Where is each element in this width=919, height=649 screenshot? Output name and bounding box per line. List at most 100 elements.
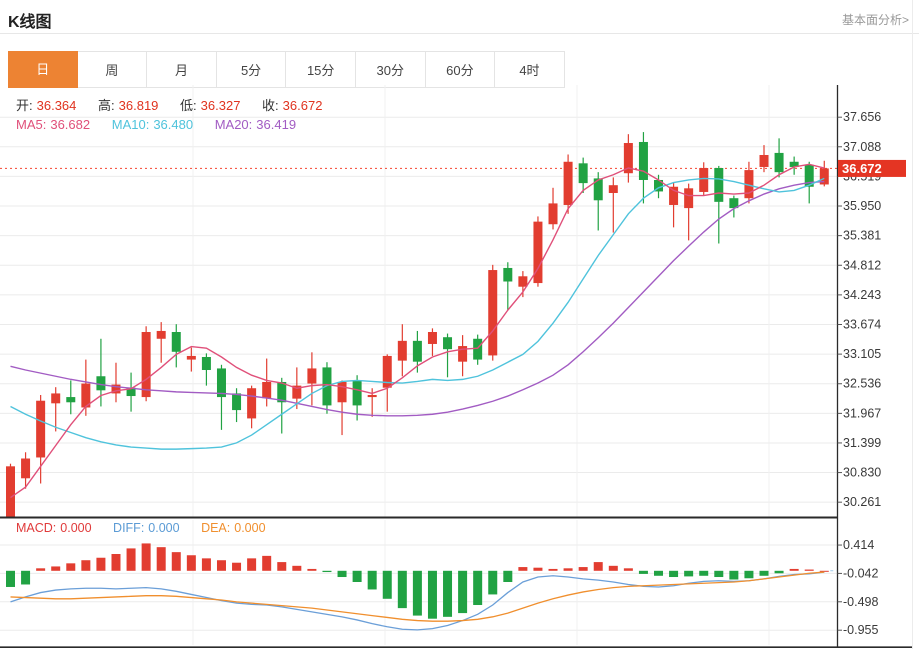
dea-label: DEA:	[201, 521, 231, 535]
fundamental-analysis-link[interactable]: 基本面分析>	[841, 13, 909, 27]
candle-body	[789, 161, 799, 167]
candle-body	[473, 338, 483, 360]
tick-label: 32.536	[843, 377, 881, 391]
tab-周[interactable]: 周	[77, 51, 148, 88]
tab-60分[interactable]: 60分	[425, 51, 496, 88]
candle-body	[488, 270, 498, 356]
macd-bar	[382, 570, 392, 599]
diff-value: 0.000	[148, 521, 180, 535]
candle-body	[729, 198, 739, 209]
macd-bar	[774, 570, 784, 574]
macd-bar	[578, 567, 588, 571]
candle-body	[51, 393, 61, 404]
candle-body	[714, 168, 724, 202]
macd-bar	[171, 552, 181, 571]
macd-bar	[232, 562, 242, 571]
tick-label: 33.105	[843, 347, 881, 361]
tab-30分[interactable]: 30分	[355, 51, 426, 88]
macd-bar	[669, 570, 679, 578]
candle-body	[744, 170, 754, 199]
candle-body	[6, 466, 15, 517]
candle-body	[819, 168, 829, 185]
macd-bar	[126, 548, 136, 571]
ma10-value: 36.480	[153, 117, 194, 132]
macd-value: 0.000	[60, 521, 92, 535]
macd-bar	[714, 570, 724, 578]
macd-bar	[352, 570, 362, 582]
macd-bar	[66, 563, 76, 571]
candle-body	[759, 154, 769, 167]
tick-label: 37.656	[843, 110, 881, 124]
low-value: 36.327	[200, 98, 241, 113]
candle-body	[397, 340, 407, 361]
ma20-line	[10, 180, 825, 417]
open-label: 开:	[16, 98, 33, 113]
macd-bar	[804, 569, 814, 571]
ma5-line	[10, 163, 825, 499]
macd-info-row: MACD: 0.000 DIFF: 0.000 DEA: 0.000	[16, 521, 270, 535]
candle-body	[66, 397, 76, 403]
tick-label: 31.967	[843, 406, 881, 420]
macd-bar	[654, 570, 664, 576]
macd-bar	[789, 568, 799, 571]
diff-label: DIFF:	[113, 521, 145, 535]
macd-bar	[292, 565, 302, 571]
macd-label: MACD:	[16, 521, 57, 535]
candle-body	[216, 368, 226, 398]
ohlc-info-row: 开: 36.364 高: 36.819 低: 36.327 收: 36.672	[16, 95, 326, 114]
close-value: 36.672	[282, 98, 323, 113]
candle-body	[96, 376, 106, 391]
header-divider	[0, 33, 919, 34]
macd-bar	[156, 547, 166, 571]
tick-label: 37.088	[843, 140, 881, 154]
ma20-label: MA20:	[214, 117, 253, 132]
tab-15分[interactable]: 15分	[286, 51, 356, 88]
candle-body	[774, 152, 784, 173]
page-right-border	[912, 0, 913, 649]
macd-bar	[412, 570, 422, 616]
macd-bar	[684, 570, 694, 577]
candle-body	[232, 393, 242, 411]
macd-bar	[397, 570, 407, 609]
macd-bar	[593, 562, 603, 571]
ma10-label: MA10:	[111, 117, 150, 132]
candle-body	[292, 385, 302, 399]
ma20-value: 36.419	[256, 117, 297, 132]
macd-bar	[96, 557, 106, 571]
candle-body	[171, 331, 181, 352]
candle-body	[533, 221, 543, 284]
macd-bar	[216, 560, 226, 571]
macd-bar	[518, 567, 528, 571]
macd-bar	[699, 570, 709, 576]
tab-日[interactable]: 日	[8, 51, 78, 88]
candle-body	[307, 368, 317, 384]
macd-bar	[307, 568, 317, 571]
tab-5分[interactable]: 5分	[216, 51, 287, 88]
tick-label: 0.414	[843, 538, 874, 552]
candle-body	[111, 384, 121, 394]
ma-info-row: MA5: 36.682 MA10: 36.480 MA20: 36.419	[16, 117, 300, 132]
macd-bar	[21, 570, 31, 585]
candle-body	[654, 179, 664, 192]
macd-bar	[623, 568, 633, 571]
current-price-badge	[838, 159, 906, 177]
macd-bar	[563, 568, 573, 571]
macd-bar	[322, 570, 332, 573]
timeframe-tabbar: 日周月 5分 15分 30分 60分 4时	[8, 51, 565, 88]
tab-月[interactable]: 月	[147, 51, 217, 88]
candle-body	[126, 387, 136, 397]
candle-body	[36, 400, 46, 458]
close-label: 收:	[262, 98, 279, 113]
candle-body	[804, 164, 814, 187]
macd-bar	[81, 560, 91, 571]
candle-body	[262, 381, 272, 399]
tab-4时[interactable]: 4时	[495, 51, 565, 88]
dea-value: 0.000	[234, 521, 266, 535]
macd-bar	[638, 570, 648, 574]
candle-body	[443, 337, 453, 350]
candle-body	[623, 143, 633, 174]
macd-bar	[488, 570, 498, 595]
macd-bar	[277, 562, 287, 571]
